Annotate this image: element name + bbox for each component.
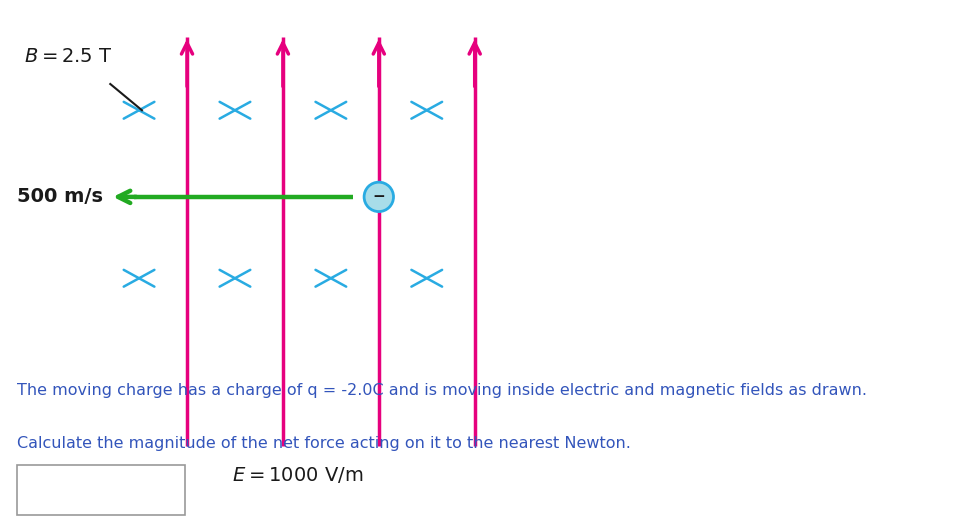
Text: −: − xyxy=(372,190,386,204)
Ellipse shape xyxy=(364,182,393,212)
Bar xyxy=(17,465,185,514)
Text: 500 m/s: 500 m/s xyxy=(16,187,103,206)
Text: $B = 2.5\ \mathrm{T}$: $B = 2.5\ \mathrm{T}$ xyxy=(24,47,112,66)
Text: $E = 1000\ \mathrm{V/m}$: $E = 1000\ \mathrm{V/m}$ xyxy=(232,465,363,485)
Text: The moving charge has a charge of q = -2.0C and is moving inside electric and ma: The moving charge has a charge of q = -2… xyxy=(17,383,867,398)
Text: Calculate the magnitude of the net force acting on it to the nearest Newton.: Calculate the magnitude of the net force… xyxy=(17,436,631,451)
